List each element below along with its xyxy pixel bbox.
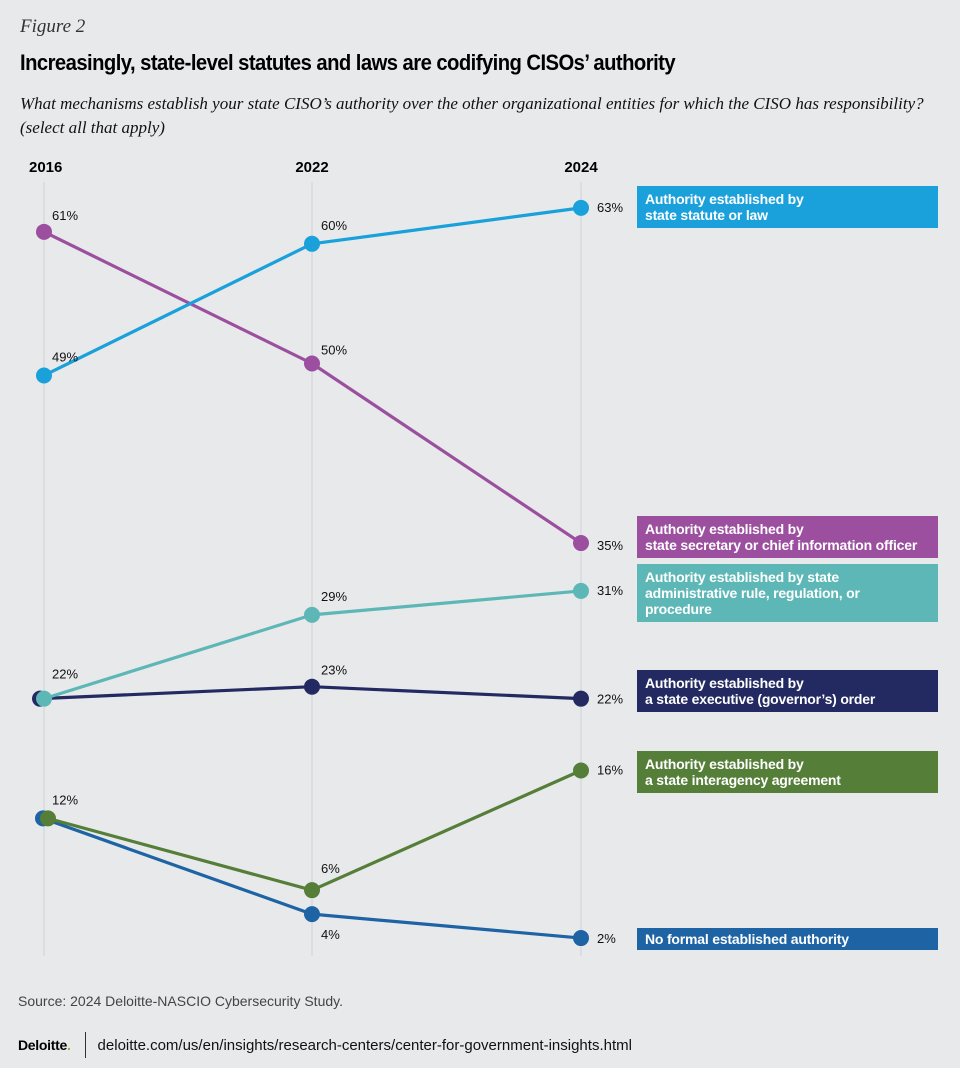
- source-note: Source: 2024 Deloitte-NASCIO Cybersecuri…: [18, 993, 343, 1009]
- chart-subtitle: What mechanisms establish your state CIS…: [20, 94, 924, 137]
- legend-item: Authority established by a state interage…: [637, 751, 938, 793]
- data-point: [40, 810, 56, 827]
- data-label: 2%: [597, 931, 616, 946]
- footer-divider: [84, 1032, 86, 1058]
- legend-label: Authority established by state: [645, 569, 839, 585]
- deloitte-logo: Deloitte.: [18, 1037, 71, 1053]
- data-point: [573, 930, 589, 947]
- data-point: [573, 762, 589, 779]
- legend-label: Authority established by: [645, 756, 804, 772]
- data-point: [36, 223, 52, 240]
- data-point: [304, 235, 320, 252]
- data-point: [304, 355, 320, 372]
- data-label: 23%: [321, 663, 347, 678]
- logo-text: Deloitte: [18, 1037, 67, 1053]
- legend-label: a state interagency agreement: [645, 772, 841, 788]
- legend-label: Authority established by: [645, 521, 804, 537]
- legend-label: Authority established by: [645, 191, 804, 207]
- series-line: [47, 769, 582, 892]
- data-label: 63%: [597, 200, 623, 215]
- chart-title: Increasingly, state-level statutes and l…: [20, 50, 676, 75]
- data-label: 22%: [597, 692, 623, 707]
- data-label: 50%: [321, 343, 347, 358]
- footer: Deloitte. deloitte.com/us/en/insights/re…: [18, 1032, 632, 1058]
- legend-item: Authority established by a state executiv…: [637, 670, 938, 712]
- data-label: 29%: [321, 589, 347, 604]
- data-label: 6%: [321, 861, 340, 876]
- x-tick-label: 2024: [564, 159, 598, 176]
- legend-item: Authority established by state statute or…: [637, 186, 938, 228]
- logo-dot: .: [66, 1037, 71, 1053]
- x-tick-label: 2022: [295, 159, 328, 176]
- data-point: [304, 678, 320, 695]
- footer-url[interactable]: deloitte.com/us/en/insights/research-cen…: [97, 1036, 632, 1054]
- data-label: 49%: [52, 349, 78, 364]
- legend-label: a state executive (governor’s) order: [645, 691, 876, 707]
- legend-item: Authority established by state administra…: [637, 564, 938, 622]
- legend-label: state statute or law: [645, 207, 768, 223]
- data-point: [304, 606, 320, 623]
- data-point: [573, 690, 589, 707]
- legend-item: No formal established authority: [637, 928, 938, 950]
- data-label: 60%: [321, 218, 347, 233]
- legend-label: state secretary or chief information off…: [645, 537, 918, 553]
- figure-label: Figure 2: [20, 16, 86, 37]
- x-tick-label: 2016: [29, 159, 62, 176]
- data-point: [304, 882, 320, 899]
- legend-label: administrative rule, regulation, or proc…: [645, 585, 860, 617]
- data-label: 22%: [52, 667, 78, 682]
- data-point: [573, 535, 589, 552]
- data-point: [304, 906, 320, 923]
- data-label: 4%: [321, 927, 340, 942]
- data-label: 31%: [597, 583, 623, 598]
- data-label: 61%: [52, 208, 78, 223]
- data-point: [573, 582, 589, 599]
- legend-label: No formal established authority: [645, 931, 849, 947]
- data-label: 35%: [597, 538, 623, 553]
- data-point: [36, 690, 52, 707]
- data-label: 16%: [597, 762, 623, 777]
- legend-item: Authority established by state secretary …: [637, 516, 938, 558]
- legend-label: Authority established by: [645, 675, 804, 691]
- data-point: [573, 199, 589, 216]
- data-label: 12%: [52, 792, 78, 807]
- data-point: [36, 367, 52, 384]
